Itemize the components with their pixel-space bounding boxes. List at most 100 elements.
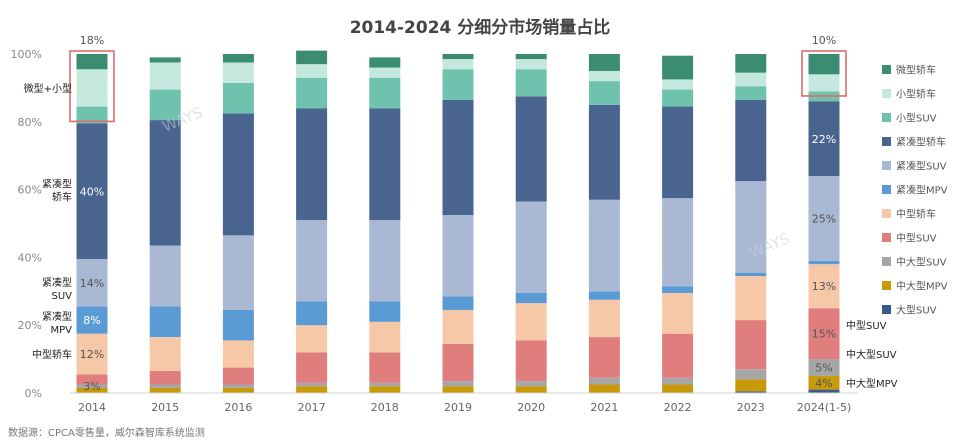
left-annotation: 微型+小型 (24, 82, 72, 95)
x-tick-label: 2014 (78, 401, 106, 414)
bar-segment (149, 245, 181, 307)
bar-segment (369, 57, 401, 68)
legend-swatch (882, 161, 891, 170)
bar-segment (735, 181, 767, 273)
bar-segment (808, 260, 840, 265)
bar-segment (369, 386, 401, 393)
bar-segment (149, 62, 181, 90)
x-tick-label: 2016 (224, 401, 252, 414)
legend-swatch (882, 281, 891, 290)
bar-segment (442, 296, 474, 310)
x-tick-label: 2019 (444, 401, 472, 414)
legend-swatch (882, 233, 891, 242)
bar-segment (515, 59, 547, 70)
legend-label: 中型轿车 (896, 208, 936, 221)
bar-segment (735, 272, 767, 277)
bar-segment (76, 106, 108, 124)
legend-swatch (882, 89, 891, 98)
left-annotation: 紧凑型 SUV (42, 276, 72, 302)
bar-segment (808, 176, 840, 261)
chart-title: 2014-2024 分细分市场销量占比 (350, 17, 611, 38)
right-annotation: 中大型MPV (846, 377, 898, 390)
bar-segment (369, 108, 401, 221)
bar-segment (808, 54, 840, 75)
bar-segment (222, 367, 254, 385)
bar-segment (442, 59, 474, 70)
bar-segment (735, 86, 767, 100)
legend-label: 中大型SUV (896, 256, 947, 269)
bar-segment (369, 77, 401, 109)
top-label: 18% (80, 34, 104, 47)
bar-segment (369, 382, 401, 387)
bar-segment (808, 389, 840, 393)
left-annotation: 中型轿车 (32, 348, 72, 361)
bar-segment (296, 301, 328, 326)
bar-segment (76, 54, 108, 70)
legend-label: 中大型MPV (896, 280, 948, 293)
legend-swatch (882, 65, 891, 74)
bar-segment (296, 382, 328, 387)
bar-segment (76, 69, 108, 107)
bar-segment (442, 69, 474, 100)
data-label: 15% (812, 328, 836, 341)
bar-segment (735, 72, 767, 87)
data-label: 22% (812, 133, 836, 146)
bar-segment (662, 286, 694, 293)
bar-segment (662, 198, 694, 287)
bar-segment (149, 306, 181, 338)
bar-segment (222, 113, 254, 236)
bar-segment (76, 306, 108, 334)
bar-segment (149, 370, 181, 385)
data-label: 3% (83, 380, 100, 393)
x-axis: 2014 2015 2016 2017 2018 2019 2020 2021 2022 2023… (70, 392, 858, 414)
bar-segment (588, 104, 620, 200)
bar-segment (515, 386, 547, 393)
bar-segment (369, 352, 401, 383)
bar-segment (515, 381, 547, 387)
legend-swatch (882, 257, 891, 266)
bar-segment (76, 374, 108, 385)
bar-segment (222, 54, 254, 63)
bar-segment (808, 264, 840, 309)
bar-segment (735, 320, 767, 370)
bar-segment (149, 387, 181, 393)
x-tick-label: 2021 (590, 401, 618, 414)
bar-segment (735, 369, 767, 380)
bar-segment (515, 54, 547, 60)
bar-segment (76, 387, 108, 393)
legend-swatch (882, 113, 891, 122)
bar-segment (588, 199, 620, 292)
bar-segment (76, 333, 108, 375)
bar-segment (662, 384, 694, 393)
bar-segment (369, 301, 401, 322)
x-tick-label: 2018 (371, 401, 399, 414)
legend-label: 微型轿车 (896, 64, 936, 77)
data-label: 25% (812, 212, 836, 225)
bar-segment (442, 381, 474, 387)
y-tick-label: 80% (18, 116, 42, 129)
bar-segment (222, 235, 254, 310)
bar-segment (222, 384, 254, 388)
bar-segment (296, 108, 328, 221)
legend-label: 紧凑型轿车 (896, 136, 946, 149)
bar-segment (442, 54, 474, 60)
bar-segment (149, 120, 181, 246)
bar-segment (442, 99, 474, 216)
bar-segment (296, 77, 328, 109)
bar-segment (588, 70, 620, 82)
y-tick-label: 60% (18, 184, 42, 197)
bar-segment (808, 74, 840, 92)
x-tick-label: 2017 (298, 401, 326, 414)
bar-segment (662, 292, 694, 334)
bar-segment (442, 309, 474, 344)
bar-segment (588, 291, 620, 300)
bar-segment (76, 384, 108, 388)
bar-segment (808, 376, 840, 390)
left-annotation: 紧凑型 MPV (42, 310, 72, 336)
legend-label: 小型SUV (896, 112, 937, 125)
legend-label: 中型SUV (896, 232, 937, 245)
bar-segment (735, 379, 767, 392)
bar-segment (222, 62, 254, 83)
right-annotation: 中大型SUV (846, 348, 897, 361)
